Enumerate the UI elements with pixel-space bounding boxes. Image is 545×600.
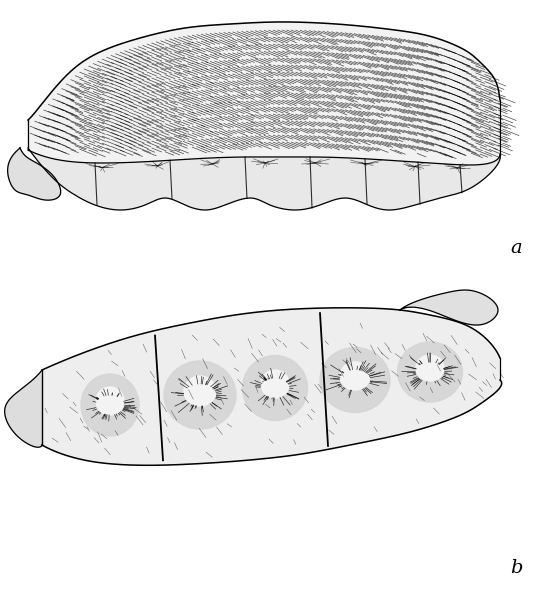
Text: a: a [510, 239, 522, 257]
Ellipse shape [81, 374, 139, 436]
Text: b: b [510, 559, 523, 577]
Polygon shape [8, 148, 60, 200]
Ellipse shape [320, 347, 390, 413]
Ellipse shape [397, 342, 463, 402]
Ellipse shape [261, 370, 289, 398]
Polygon shape [28, 22, 500, 165]
Ellipse shape [416, 355, 444, 381]
Ellipse shape [340, 362, 370, 390]
Ellipse shape [184, 376, 216, 406]
Ellipse shape [243, 355, 307, 421]
Polygon shape [5, 370, 42, 447]
Polygon shape [400, 290, 498, 325]
Ellipse shape [96, 387, 124, 415]
Polygon shape [28, 148, 500, 210]
Polygon shape [42, 308, 502, 466]
Ellipse shape [164, 361, 236, 429]
